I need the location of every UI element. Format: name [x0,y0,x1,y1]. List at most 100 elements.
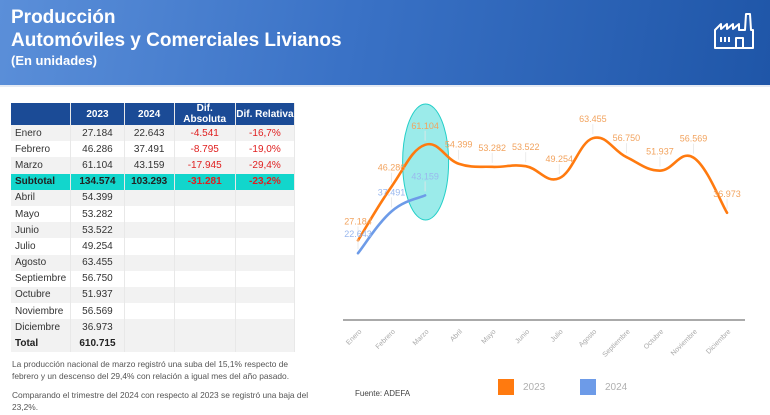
value-cell: 610.715 [70,335,125,352]
value-cell: 134.574 [70,173,125,190]
total-row: Total 610.715 [11,335,296,352]
value-cell: -17.945 [174,157,236,174]
note-march: La producción nacional de marzo registró… [12,359,290,381]
table-row: Junio 53.522 [11,222,296,239]
units-label: (En unidades) [11,53,97,68]
header-banner: Producción Automóviles y Comerciales Liv… [0,0,770,85]
value-cell: 63.455 [70,254,125,271]
data-label-2023: 51.937 [646,147,674,157]
table-row: Diciembre 36.973 [11,319,296,336]
page-subtitle: Automóviles y Comerciales Livianos [11,30,342,51]
table-row: Enero 27.184 22.643 -4.541 -16,7% [11,125,296,142]
data-label-2024: 22.643 [344,229,372,239]
table-header-cell: Dif. Absoluta [174,103,236,125]
value-cell [124,319,175,336]
x-tick-label: Agosto [578,328,598,348]
data-label-2023: 53.282 [478,143,506,153]
legend-label: 2023 [523,381,546,393]
value-cell [124,335,175,352]
table-row: Febrero 46.286 37.491 -8.795 -19,0% [11,141,296,158]
x-tick-label: Noviembre [670,328,699,357]
value-cell [174,205,236,223]
month-cell: Febrero [11,141,72,158]
month-cell: Noviembre [11,303,72,320]
value-cell [235,189,296,206]
value-cell [235,222,296,239]
value-cell [235,205,296,223]
value-cell: 56.750 [70,270,125,287]
month-cell: Diciembre [11,319,72,336]
source-label: Fuente: ADEFA [355,389,411,398]
month-cell: Septiembre [11,270,72,287]
value-cell [124,254,175,271]
legend-swatch-2023 [498,379,514,395]
x-tick-label: Febrero [375,328,397,350]
data-label-2023: 46.286 [378,163,406,173]
value-cell [235,286,296,304]
table-header-cell: 2024 [124,103,175,125]
subtotal-row: Subtotal 134.574 103.293 -31.281 -23,2% [11,173,296,190]
data-label-2023: 49.254 [546,154,574,164]
x-tick-label: Marzo [412,328,431,347]
table-header-cell [11,103,72,125]
table-row: Mayo 53.282 [11,205,296,223]
data-label-2023: 61.104 [411,121,439,131]
value-cell [174,335,236,352]
value-cell: 36.973 [70,319,125,336]
value-cell: 43.159 [124,157,175,174]
x-tick-label: Mayo [481,328,498,345]
page-title: Producción [11,7,116,28]
data-label-2023: 36.973 [713,189,741,199]
line-chart: 27.184 46.286 61.104 54.399 53.282 53.522 49.2… [343,103,745,359]
value-cell: 103.293 [124,173,175,190]
value-cell [174,238,236,255]
data-label-2023: 63.455 [579,114,607,124]
data-label-2023: 56.569 [680,134,708,144]
month-cell: Mayo [11,205,72,223]
table-row: Octubre 51.937 [11,286,296,304]
series-line-2023 [356,136,729,242]
x-tick-label: Diciembre [705,328,732,355]
month-cell: Subtotal [11,173,72,190]
value-cell [124,189,175,206]
value-cell [124,286,175,304]
month-cell: Total [11,335,72,352]
value-cell [174,254,236,271]
table-row: Agosto 63.455 [11,254,296,271]
value-cell: -4.541 [174,125,236,142]
value-cell [174,222,236,239]
value-cell [124,238,175,255]
value-cell [124,303,175,320]
month-cell: Octubre [11,286,72,304]
series-line-2024 [356,194,427,255]
table-row: Noviembre 56.569 [11,303,296,320]
value-cell: -23,2% [235,173,296,190]
value-cell [174,270,236,287]
month-cell: Marzo [11,157,72,174]
table-row: Abril 54.399 [11,189,296,206]
value-cell [235,270,296,287]
value-cell: -31.281 [174,173,236,190]
value-cell: -19,0% [235,141,296,158]
production-table: 2023 2024 Dif. Absoluta Dif. Relativa En… [11,103,296,352]
value-cell: -16,7% [235,125,296,142]
table-header-cell: 2023 [70,103,125,125]
month-cell: Enero [11,125,72,142]
value-cell: -8.795 [174,141,236,158]
value-cell [235,335,296,352]
value-cell [124,222,175,239]
value-cell: 22.643 [124,125,175,142]
x-tick-label: Octubre [643,328,666,351]
table-row: Marzo 61.104 43.159 -17.945 -29,4% [11,157,296,174]
factory-icon [714,13,754,49]
table-header-row: 2023 2024 Dif. Absoluta Dif. Relativa [11,103,296,125]
data-label-2023: 53.522 [512,142,540,152]
month-cell: Julio [11,238,72,255]
value-cell: -29,4% [235,157,296,174]
legend-item-2023: 2023 [498,379,545,395]
month-cell: Abril [11,189,72,206]
value-cell: 27.184 [70,125,125,142]
data-label-2023: 27.184 [344,216,372,226]
value-cell [235,319,296,336]
data-label-2023: 56.750 [613,133,641,143]
